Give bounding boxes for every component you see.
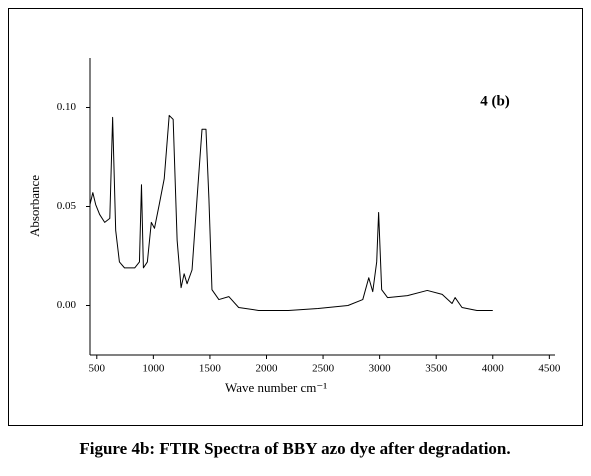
y-tick-label: 0.00 bbox=[57, 299, 77, 311]
x-tick-label: 2500 bbox=[312, 363, 335, 375]
x-tick-label: 500 bbox=[89, 363, 106, 375]
x-tick-label: 4000 bbox=[482, 363, 505, 375]
y-tick-label: 0.05 bbox=[57, 200, 77, 212]
x-tick-label: 1500 bbox=[199, 363, 222, 375]
x-tick-label: 4500 bbox=[538, 363, 561, 375]
x-tick-label: 3000 bbox=[369, 363, 392, 375]
annotation: 4 (b) bbox=[480, 93, 510, 109]
x-tick-label: 1000 bbox=[142, 363, 165, 375]
x-axis-label: Wave number cm⁻¹ bbox=[225, 380, 327, 395]
y-tick-label: 0.10 bbox=[57, 101, 77, 113]
spectrum-line bbox=[89, 114, 493, 311]
figure-frame bbox=[8, 8, 583, 426]
y-axis-label: Absorbance bbox=[27, 175, 42, 237]
x-tick-label: 2000 bbox=[255, 363, 278, 375]
x-tick-label: 3500 bbox=[425, 363, 448, 375]
caption: Figure 4b: FTIR Spectra of BBY azo dye a… bbox=[79, 439, 510, 458]
